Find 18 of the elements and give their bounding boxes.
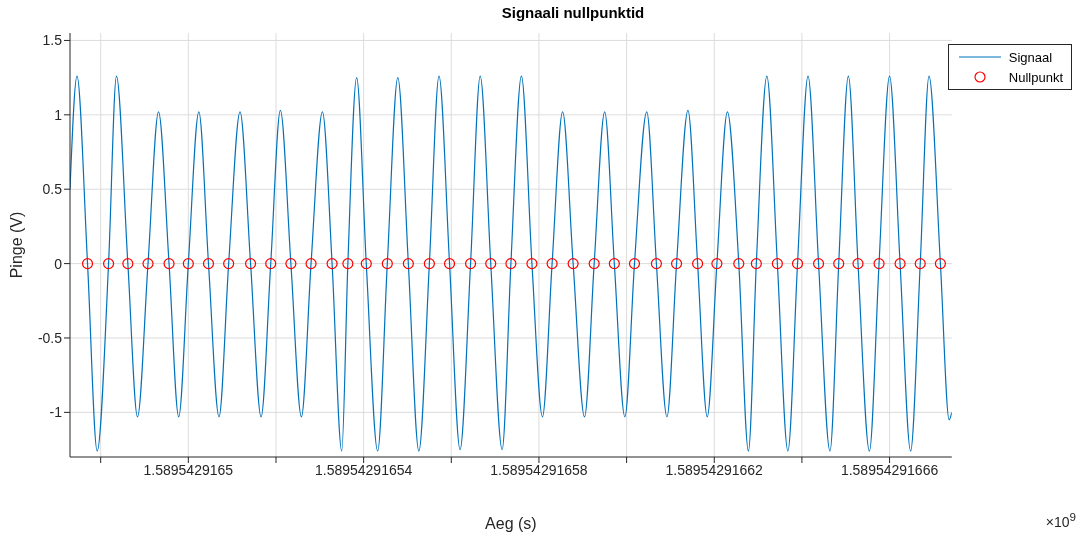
chart-title: Signaali nullpunktid [500, 4, 646, 21]
x-axis-title: Aeg (s) [485, 515, 537, 532]
line-series [70, 75, 952, 452]
y-tick-label: 1 [54, 106, 63, 123]
y-tick-label: 0 [54, 255, 63, 272]
y-tick-label: 1.5 [42, 32, 63, 49]
legend-label: Nullpunkt [1008, 69, 1063, 85]
y-tick-label: -1 [49, 404, 63, 421]
text: ×10$^{9}$ [1045, 510, 1076, 530]
y-axis-title: Pinge (V) [7, 211, 25, 279]
x-tick-label: 1.58954291654 [314, 461, 413, 478]
legend-label: Signaal [1008, 49, 1053, 65]
y-tick-label: -0.5 [37, 329, 63, 346]
x-tick-label: 1.58954291662 [665, 461, 764, 478]
x-tick-label: 1.58954291658 [490, 461, 588, 478]
x-tick-label: 1.58954291666 [840, 461, 939, 478]
x-tick-label: 1.5895429165 [143, 461, 234, 478]
y-tick-label: 0.5 [42, 181, 63, 198]
